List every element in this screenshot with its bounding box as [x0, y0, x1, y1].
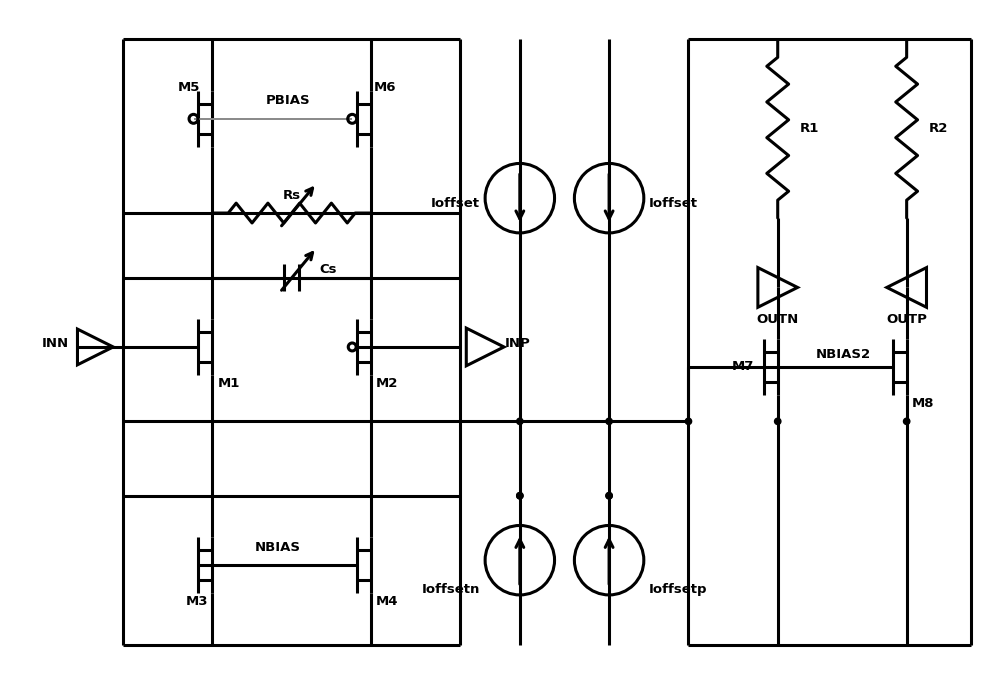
- Text: Cs: Cs: [319, 263, 337, 276]
- Circle shape: [517, 492, 523, 499]
- Text: Ioffsetn: Ioffsetn: [422, 584, 480, 597]
- Text: M4: M4: [376, 595, 399, 608]
- Text: PBIAS: PBIAS: [265, 95, 310, 108]
- Circle shape: [517, 492, 523, 499]
- Text: Ioffset: Ioffset: [431, 196, 480, 209]
- Circle shape: [517, 418, 523, 424]
- Text: M3: M3: [186, 595, 209, 608]
- Circle shape: [775, 418, 781, 424]
- Text: M6: M6: [374, 80, 397, 93]
- Text: OUTP: OUTP: [886, 312, 927, 326]
- Text: R1: R1: [800, 122, 819, 135]
- Circle shape: [606, 492, 612, 499]
- Text: Ioffset: Ioffset: [649, 196, 698, 209]
- Circle shape: [903, 418, 910, 424]
- Text: NBIAS: NBIAS: [255, 541, 301, 554]
- Text: Rs: Rs: [283, 189, 301, 202]
- Text: NBIAS2: NBIAS2: [816, 349, 871, 361]
- Circle shape: [685, 418, 692, 424]
- Text: M7: M7: [732, 360, 754, 373]
- Circle shape: [606, 492, 612, 499]
- Text: Ioffsetp: Ioffsetp: [649, 584, 707, 597]
- Text: INN: INN: [42, 338, 69, 351]
- Text: R2: R2: [928, 122, 948, 135]
- Text: M8: M8: [912, 397, 934, 410]
- Text: M1: M1: [217, 377, 240, 390]
- Text: INP: INP: [505, 338, 531, 351]
- Text: M5: M5: [178, 80, 200, 93]
- Text: OUTN: OUTN: [757, 312, 799, 326]
- Text: M2: M2: [376, 377, 398, 390]
- Circle shape: [606, 418, 612, 424]
